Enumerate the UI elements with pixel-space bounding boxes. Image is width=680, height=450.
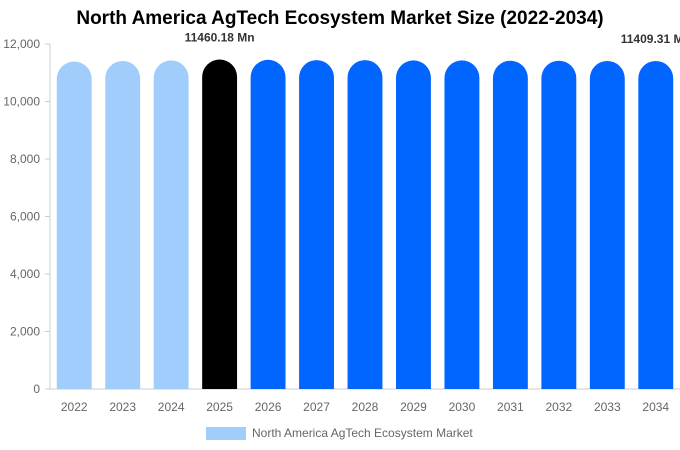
x-tick-label: 2028 xyxy=(352,400,379,414)
x-tick-label: 2030 xyxy=(449,400,476,414)
data-label-2025: 11460.18 Mn xyxy=(185,31,255,45)
legend-label: North America AgTech Ecosystem Market xyxy=(252,426,473,440)
x-tick-label: 2023 xyxy=(109,400,136,414)
x-tick-label: 2027 xyxy=(303,400,330,414)
bar-2033[interactable] xyxy=(589,60,625,390)
x-tick-label: 2031 xyxy=(497,400,524,414)
data-label-2034: 11409.31 Mn xyxy=(621,32,680,46)
y-tick-label: 6,000 xyxy=(10,210,40,224)
x-tick-label: 2034 xyxy=(642,400,669,414)
bar-2027[interactable] xyxy=(299,60,334,389)
x-tick-label: 2022 xyxy=(61,400,88,414)
bar-2031[interactable] xyxy=(492,60,528,389)
legend[interactable]: North America AgTech Ecosystem Market xyxy=(206,426,473,440)
y-tick-label: 0 xyxy=(33,382,40,396)
x-tick-label: 2024 xyxy=(158,400,185,414)
bar-2032[interactable] xyxy=(541,60,577,389)
bar-2025[interactable] xyxy=(202,59,238,389)
bars-layer xyxy=(56,59,674,390)
bar-2026[interactable] xyxy=(250,59,286,389)
bar-2029[interactable] xyxy=(396,60,431,390)
y-tick-label: 2,000 xyxy=(10,325,40,339)
bar-2023[interactable] xyxy=(105,60,141,390)
x-tick-label: 2026 xyxy=(255,400,282,414)
y-tick-label: 4,000 xyxy=(10,267,40,281)
x-tick-label: 2029 xyxy=(400,400,427,414)
y-tick-label: 10,000 xyxy=(3,95,40,109)
labels-layer: 2022 2023 2024 2025 2026 2027 2028 2029 2030 2031… xyxy=(61,31,680,414)
x-tick-label: 2025 xyxy=(206,400,233,414)
legend-swatch xyxy=(206,427,246,440)
bar-2028[interactable] xyxy=(347,60,383,390)
x-tick-label: 2032 xyxy=(545,400,572,414)
bar-2022[interactable] xyxy=(56,61,92,389)
bar-2030[interactable] xyxy=(444,60,480,389)
bar-2024[interactable] xyxy=(153,60,189,389)
x-tick-label: 2033 xyxy=(594,400,621,414)
y-tick-label: 8,000 xyxy=(10,152,40,166)
chart-title: North America AgTech Ecosystem Market Si… xyxy=(76,8,604,29)
y-tick-label: 12,000 xyxy=(3,37,40,51)
bar-2034[interactable] xyxy=(638,60,674,389)
axis-layer: 0 2,000 4,000 6,000 8,000 10,000 12,000 xyxy=(3,37,680,396)
